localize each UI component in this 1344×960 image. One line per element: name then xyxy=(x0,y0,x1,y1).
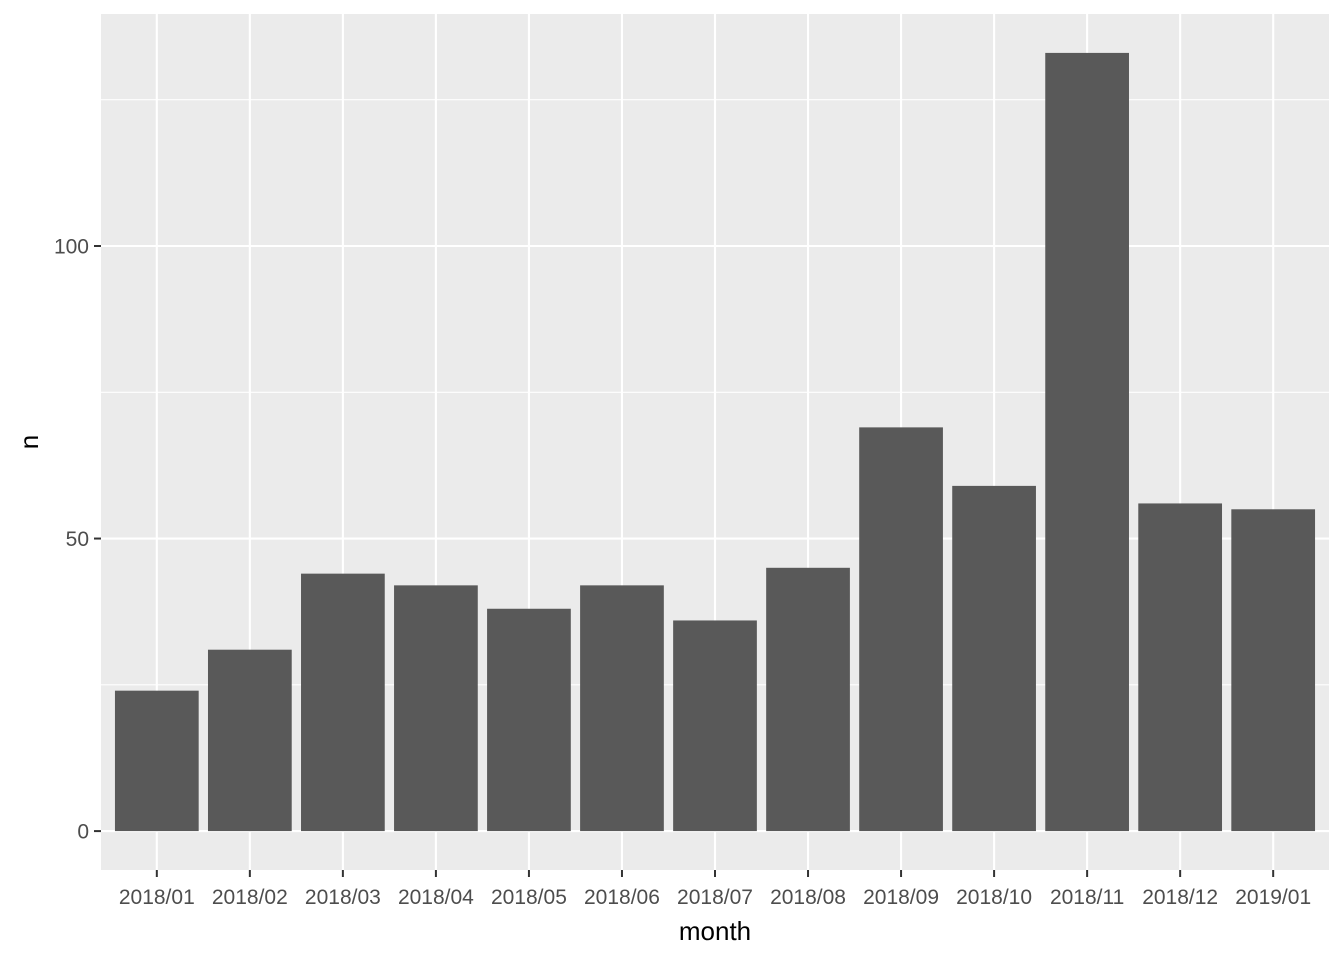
bars xyxy=(114,52,1316,832)
x-tick-label: 2018/08 xyxy=(770,886,846,909)
bar-2018-02 xyxy=(207,649,292,832)
bar-2018-05 xyxy=(487,608,571,832)
y-tick-label: 50 xyxy=(66,528,89,551)
bar-2018-11 xyxy=(1045,52,1129,832)
x-tick-label: 2018/06 xyxy=(584,886,660,909)
bar-2018-01 xyxy=(114,690,199,832)
bar-2018-04 xyxy=(394,585,478,832)
y-tick-label: 100 xyxy=(54,235,89,258)
x-tick-label: 2018/11 xyxy=(1050,886,1124,909)
x-tick-label: 2018/12 xyxy=(1142,886,1218,909)
x-axis: 2018/01 2018/02 2018/03 2018/04 2018/05 2018/… xyxy=(119,870,1311,909)
bar-2018-09 xyxy=(859,427,943,832)
x-tick-label: 2018/10 xyxy=(956,886,1032,909)
x-tick-label: 2018/07 xyxy=(677,886,753,909)
bar-2018-12 xyxy=(1138,503,1223,832)
x-axis-title: month xyxy=(679,916,751,946)
bar-2019-01 xyxy=(1231,509,1316,832)
x-tick-label: 2019/01 xyxy=(1235,886,1311,909)
bar-2018-10 xyxy=(952,485,1036,832)
bar-2018-08 xyxy=(766,567,850,832)
x-tick-label: 2018/02 xyxy=(212,886,288,909)
y-tick-label: 0 xyxy=(77,821,89,844)
y-axis-title: n xyxy=(14,435,44,449)
bar-2018-06 xyxy=(580,585,664,832)
x-tick-label: 2018/09 xyxy=(863,886,939,909)
x-tick-label: 2018/03 xyxy=(305,886,381,909)
x-tick-label: 2018/05 xyxy=(491,886,567,909)
y-axis: 0 50 100 xyxy=(54,235,101,844)
x-tick-label: 2018/04 xyxy=(398,886,474,909)
bar-2018-07 xyxy=(673,620,757,832)
x-tick-label: 2018/01 xyxy=(119,886,195,909)
bar-2018-03 xyxy=(301,573,385,832)
